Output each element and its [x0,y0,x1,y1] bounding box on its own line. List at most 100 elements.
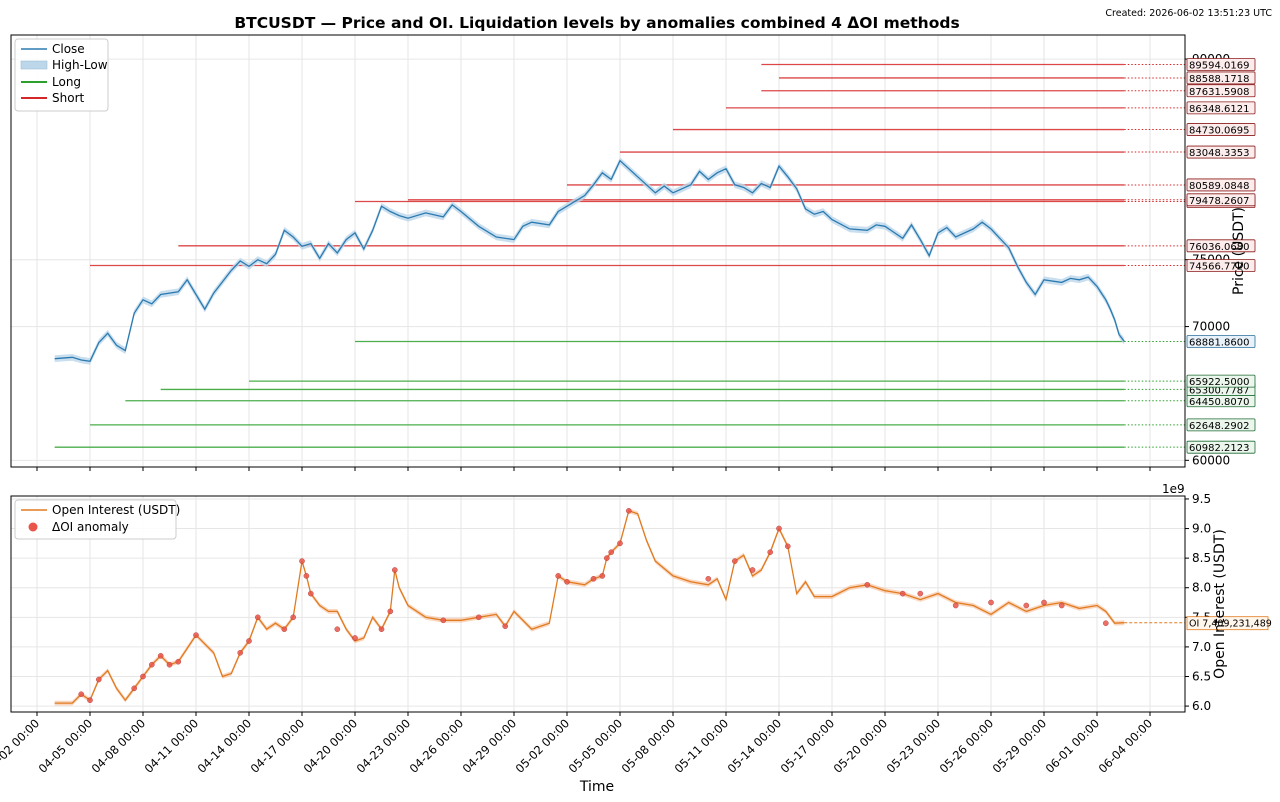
level-label: 68881.8600 [1189,338,1249,349]
x-axis-label: Time [579,779,614,795]
anomaly-point [307,590,314,597]
anomaly-point [254,614,261,621]
anomaly-point [157,653,164,659]
oi-last-value-box [1186,616,1269,631]
level-label-box [1186,123,1256,136]
anomaly-point [140,673,146,680]
anomaly-point [1023,602,1030,609]
x-tick-label: 04-29 00:00 [460,716,520,776]
x-tick-label: 06-01 00:00 [1043,716,1103,776]
oi-legend-box [14,499,177,540]
x-tick-label: 04-14 00:00 [195,716,255,776]
level-label: 64450.8070 [1189,397,1249,408]
x-tick-label: 05-14 00:00 [725,716,785,776]
anomaly-point [705,576,712,582]
x-tick-label: 05-29 00:00 [990,716,1050,776]
x-tick-label: 04-05 00:00 [36,716,96,776]
price-grid [11,35,1185,467]
price-series [54,157,1125,365]
level-label: 79478.2607 [1189,196,1249,207]
oi-legend: Open Interest (USDT) ΔOI anomaly [14,499,180,540]
price-y-tick-label: 60000 [1192,453,1230,467]
level-label: 89594.0169 [1189,61,1249,72]
anomaly-point [237,650,243,656]
anomaly-point [749,567,756,573]
level-label-box [1186,418,1256,432]
x-tick-label: 05-11 00:00 [672,716,732,776]
anomaly-point [96,676,102,683]
anomaly-point [604,555,610,561]
level-label: 65922.5000 [1189,377,1249,388]
level-label-box [1186,239,1256,253]
anomaly-point [193,632,199,638]
oi-last-value-label: OI 7,409,231,489 [1189,619,1272,630]
x-tick-label: 05-26 00:00 [937,716,997,776]
level-label: 60982.2123 [1189,443,1249,454]
anomaly-point [988,599,994,606]
anomaly-point [131,685,137,692]
x-tick-label: 05-23 00:00 [884,716,944,776]
anomaly-point [608,549,615,556]
anomaly-point [1103,620,1109,627]
chart-title: BTCUSDT — Price and OI. Liquidation leve… [234,14,959,32]
level-label: 62648.2902 [1189,421,1249,432]
anomaly-point [440,617,447,624]
level-label: 80589.0848 [1189,181,1249,192]
anomaly-point [303,573,310,579]
anomaly-point [864,582,871,588]
anomaly-point [334,626,341,633]
anomaly-point [626,507,632,514]
anomaly-point [555,573,562,579]
anomaly-point [785,543,791,550]
level-label: 83048.3353 [1189,148,1249,159]
level-label-box [1186,145,1256,159]
oi-series [54,507,1125,706]
anomaly-point [166,661,173,668]
oi-y-tick-label: 8.0 [1192,581,1211,595]
legend-highlow-label: High-Low [52,58,108,72]
x-tick-label: 04-26 00:00 [407,716,467,776]
anomaly-point [732,558,738,564]
price-y-tick-label: 70000 [1192,320,1230,334]
level-label: 88588.1718 [1189,74,1249,85]
oi-y-tick-label: 6.0 [1192,699,1211,713]
legend-anomaly-marker [28,522,38,532]
anomaly-point [899,590,906,597]
anomaly-point [387,608,394,615]
close-price-line [54,159,1125,363]
anomaly-point [599,573,606,579]
level-labels: 74566.772076036.068079351.007579478.2607… [1186,58,1256,454]
level-label-box [1186,71,1256,85]
oi-plot-frame [10,495,1186,713]
anomaly-point [378,626,385,633]
price-legend-box [14,38,109,112]
price-plot-background [11,35,1185,467]
level-label: 84730.0695 [1189,126,1249,137]
anomaly-point [299,558,305,564]
anomaly-point [78,691,84,698]
legend-close-label: Close [52,42,85,56]
legend-oi-label: Open Interest (USDT) [52,503,180,517]
anomaly-point [1041,599,1047,606]
anomaly-point [352,635,358,641]
oi-y-tick-label: 9.0 [1192,522,1211,536]
legend-long-label: Long [52,75,81,89]
anomaly-point [87,697,93,704]
x-tick-label: 05-05 00:00 [566,716,626,776]
oi-y-axis-label: Open Interest (USDT) [1212,529,1228,679]
price-panel: 60000700007500090000 74566.772076036.068… [10,34,1256,468]
level-label-box [1186,84,1256,98]
price-y-axis-label: Price (USDT) [1231,207,1247,295]
anomaly-point [590,576,597,582]
anomaly-point [917,590,924,597]
price-legend: Close High-Low Long Short [14,38,109,112]
x-tick-label: 05-20 00:00 [831,716,891,776]
created-timestamp: Created: 2026-06-02 13:51:23 UTC [1105,8,1272,19]
legend-anomaly-label: ΔOI anomaly [52,520,129,534]
legend-highlow-swatch [20,60,48,70]
anomaly-point [617,540,623,547]
anomaly-point [391,567,398,573]
liquidation-levels [54,63,1185,448]
anomaly-point [175,658,182,665]
